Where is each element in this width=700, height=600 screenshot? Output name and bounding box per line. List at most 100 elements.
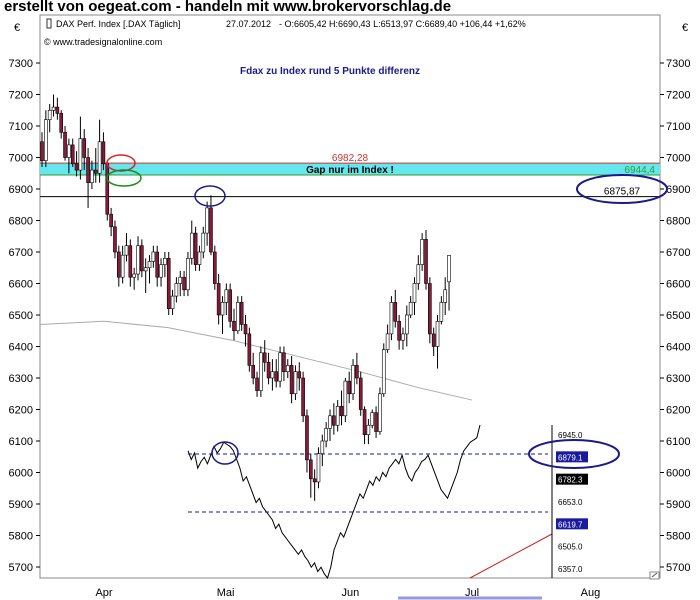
candle-body: [67, 144, 71, 158]
candle-body: [259, 352, 263, 391]
candle-body: [447, 255, 451, 283]
candle-body: [266, 361, 271, 379]
inset-price-tag: [556, 473, 588, 485]
blue-circle-inset-annotation: [211, 441, 239, 465]
candle-body: [424, 239, 428, 284]
candle-body: [113, 226, 117, 253]
candle-body: [163, 257, 167, 265]
level-label: 6944,4: [624, 165, 655, 176]
candle-body: [151, 251, 156, 262]
chart-quote: - O:6605,42 H:6690,43 L:6513,97 C:6689,4…: [279, 19, 526, 29]
x-tick-label: Jun: [342, 587, 360, 599]
y-tick-label: 6500: [9, 310, 33, 322]
y-tick-label: 6600: [9, 279, 33, 291]
candle-body: [239, 302, 244, 325]
candle-body: [90, 169, 94, 184]
candle-body: [312, 478, 317, 483]
candle-body: [86, 157, 90, 184]
y-tick-label: 6600: [666, 279, 690, 291]
y-tick-label: 6700: [9, 247, 33, 259]
candle-body: [370, 412, 375, 426]
candle-body: [205, 207, 209, 234]
candle-body: [59, 113, 64, 133]
x-tick-label: Apr: [95, 587, 112, 599]
candle-body: [63, 132, 67, 158]
candle-body: [236, 302, 240, 332]
candle-body: [255, 377, 259, 391]
candle-body: [201, 232, 206, 253]
inset-price-labels: 6945.0 6879.1 6782.3 6653.0 6619.7 6505.0 6357…: [556, 431, 588, 574]
candle-body: [213, 251, 217, 284]
candle-body: [216, 283, 221, 316]
candle-body: [170, 295, 175, 310]
candle-body: [428, 283, 432, 335]
inset-price-label: 6879.1: [558, 453, 583, 462]
candle-body: [174, 283, 179, 297]
y-tick-label: 7200: [666, 90, 690, 102]
candle-body: [109, 213, 113, 228]
candle-body: [332, 415, 336, 426]
plot-frame: [39, 14, 661, 579]
candle-body: [178, 276, 183, 284]
candle-body: [251, 365, 255, 379]
inset-price-label: 6653.0: [558, 498, 583, 507]
level-label: 6982,28: [332, 153, 369, 164]
y-tick-label: 6900: [666, 184, 690, 196]
candle-body: [301, 377, 305, 417]
candle-body: [193, 232, 198, 265]
currency-symbol-left: €: [14, 22, 20, 34]
candle-body: [74, 163, 79, 171]
candle-body: [305, 415, 309, 461]
y-tick-label: 5800: [9, 531, 33, 543]
candle-body: [132, 273, 136, 278]
y-tick-label: 6000: [9, 468, 33, 480]
candle-body: [347, 380, 352, 395]
candle-body: [140, 245, 144, 272]
candle-body: [232, 320, 236, 332]
candle-body: [224, 289, 229, 303]
green-circle-annotation: [106, 169, 142, 187]
gap-zone-label: Gap nur im Index !: [306, 165, 394, 176]
candle-body: [186, 257, 190, 291]
candle-body: [209, 207, 213, 253]
candle-body: [385, 333, 390, 350]
x-axis: Apr Mai Jun Jul Aug: [95, 587, 600, 599]
candle-body: [289, 365, 294, 395]
chart-source: © www.tradesignalonline.com: [44, 37, 162, 47]
inset-trend-line: [469, 533, 553, 579]
candle-body: [431, 333, 436, 347]
candle-legend-icon: [46, 18, 52, 29]
level-label: 6875,87: [604, 187, 641, 198]
candle-body: [47, 109, 52, 120]
annotation-circles: [106, 154, 668, 469]
candle-body: [435, 320, 440, 347]
candle-body: [40, 141, 44, 161]
candle-body: [147, 261, 152, 269]
inset-price-label: 6619.7: [558, 520, 583, 529]
candle-body: [308, 459, 313, 480]
candle-body: [262, 352, 267, 363]
y-tick-label: 7300: [666, 58, 690, 70]
y-tick-label: 6400: [9, 342, 33, 354]
inset-price-line: [187, 424, 481, 580]
candle-body: [51, 106, 56, 111]
y-tick-label: 6200: [666, 405, 690, 417]
candle-body: [105, 163, 110, 215]
candle-body: [270, 371, 275, 379]
candle-body: [247, 333, 252, 366]
level-lines: 6982,28 6944,4 6875,87: [40, 153, 660, 198]
candle-body: [78, 138, 83, 171]
candle-body: [378, 393, 382, 432]
candle-body: [136, 245, 140, 275]
scroll-corner-icon[interactable]: [649, 571, 660, 580]
candle-body: [374, 412, 378, 432]
candle-body: [128, 245, 133, 278]
candle-body: [220, 302, 225, 316]
candle-body: [228, 289, 232, 322]
candle-body: [155, 251, 159, 278]
candle-body: [101, 141, 106, 165]
candle-body: [278, 352, 282, 382]
candle-body: [355, 365, 359, 379]
inset-price-label: 6505.0: [558, 543, 583, 552]
candlestick-series: [40, 94, 451, 501]
